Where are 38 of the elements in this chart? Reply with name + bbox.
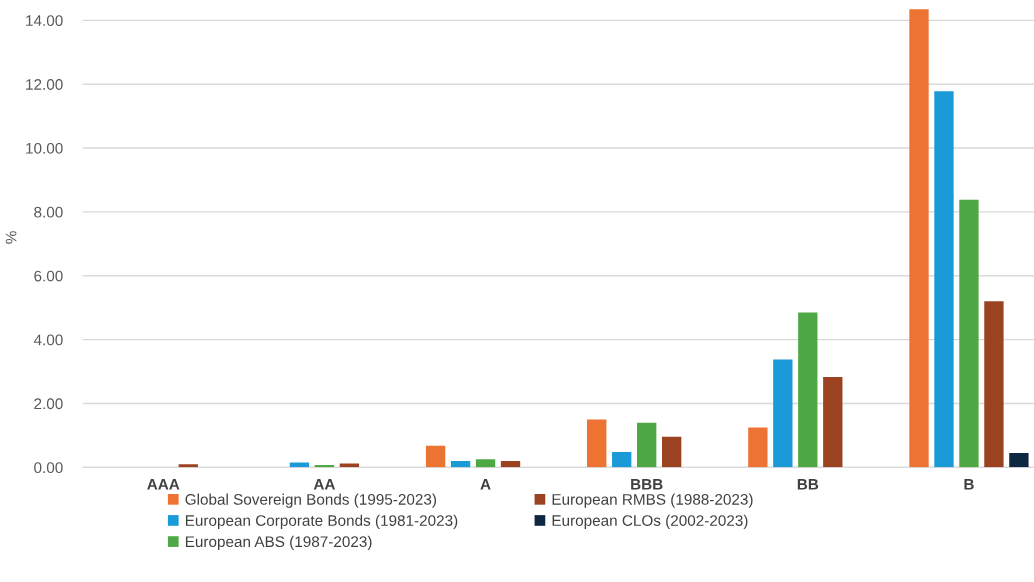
legend-label: European ABS (1987-2023)	[185, 535, 372, 551]
legend-label: European CLOs (2002-2023)	[552, 514, 748, 529]
x-tick-label: BBB	[631, 479, 663, 490]
x-tick-label: BB	[797, 479, 819, 490]
y-axis-title: %	[5, 231, 17, 244]
bar	[773, 359, 793, 468]
bar	[661, 436, 682, 468]
y-tick-label: 10.00	[26, 142, 63, 154]
legend-label: Global Sovereign Bonds (1995-2023)	[185, 493, 437, 508]
bar	[475, 459, 496, 468]
bar	[748, 427, 768, 468]
bar	[637, 422, 657, 468]
bar	[178, 464, 198, 468]
y-tick-label: 14.00	[26, 15, 63, 27]
bar	[798, 312, 818, 468]
bar	[984, 301, 1004, 468]
y-tick-label: 2.00	[34, 398, 63, 410]
bar	[959, 199, 979, 468]
y-tick-label: 6.00	[34, 270, 63, 282]
y-tick-label: 8.00	[34, 206, 63, 218]
bar	[823, 376, 843, 468]
y-tick-label: 4.00	[33, 334, 63, 346]
bar	[500, 460, 521, 468]
bar	[587, 419, 607, 468]
legend-label: European RMBS (1988-2023)	[552, 493, 753, 508]
bar	[909, 9, 929, 468]
y-tick-label: 12.00	[26, 79, 63, 90]
bar	[1009, 452, 1029, 468]
legend-label: European Corporate Bonds (1981-2023)	[185, 514, 458, 529]
y-tick-label: 0.00	[34, 462, 63, 474]
x-tick-label: AA	[313, 479, 336, 490]
bar	[450, 460, 471, 468]
x-tick-label: AAA	[147, 479, 180, 490]
bar	[612, 452, 632, 468]
x-tick-label: B	[964, 479, 974, 490]
bar	[425, 445, 446, 468]
x-tick-label: A	[480, 479, 491, 490]
bar	[934, 91, 954, 468]
